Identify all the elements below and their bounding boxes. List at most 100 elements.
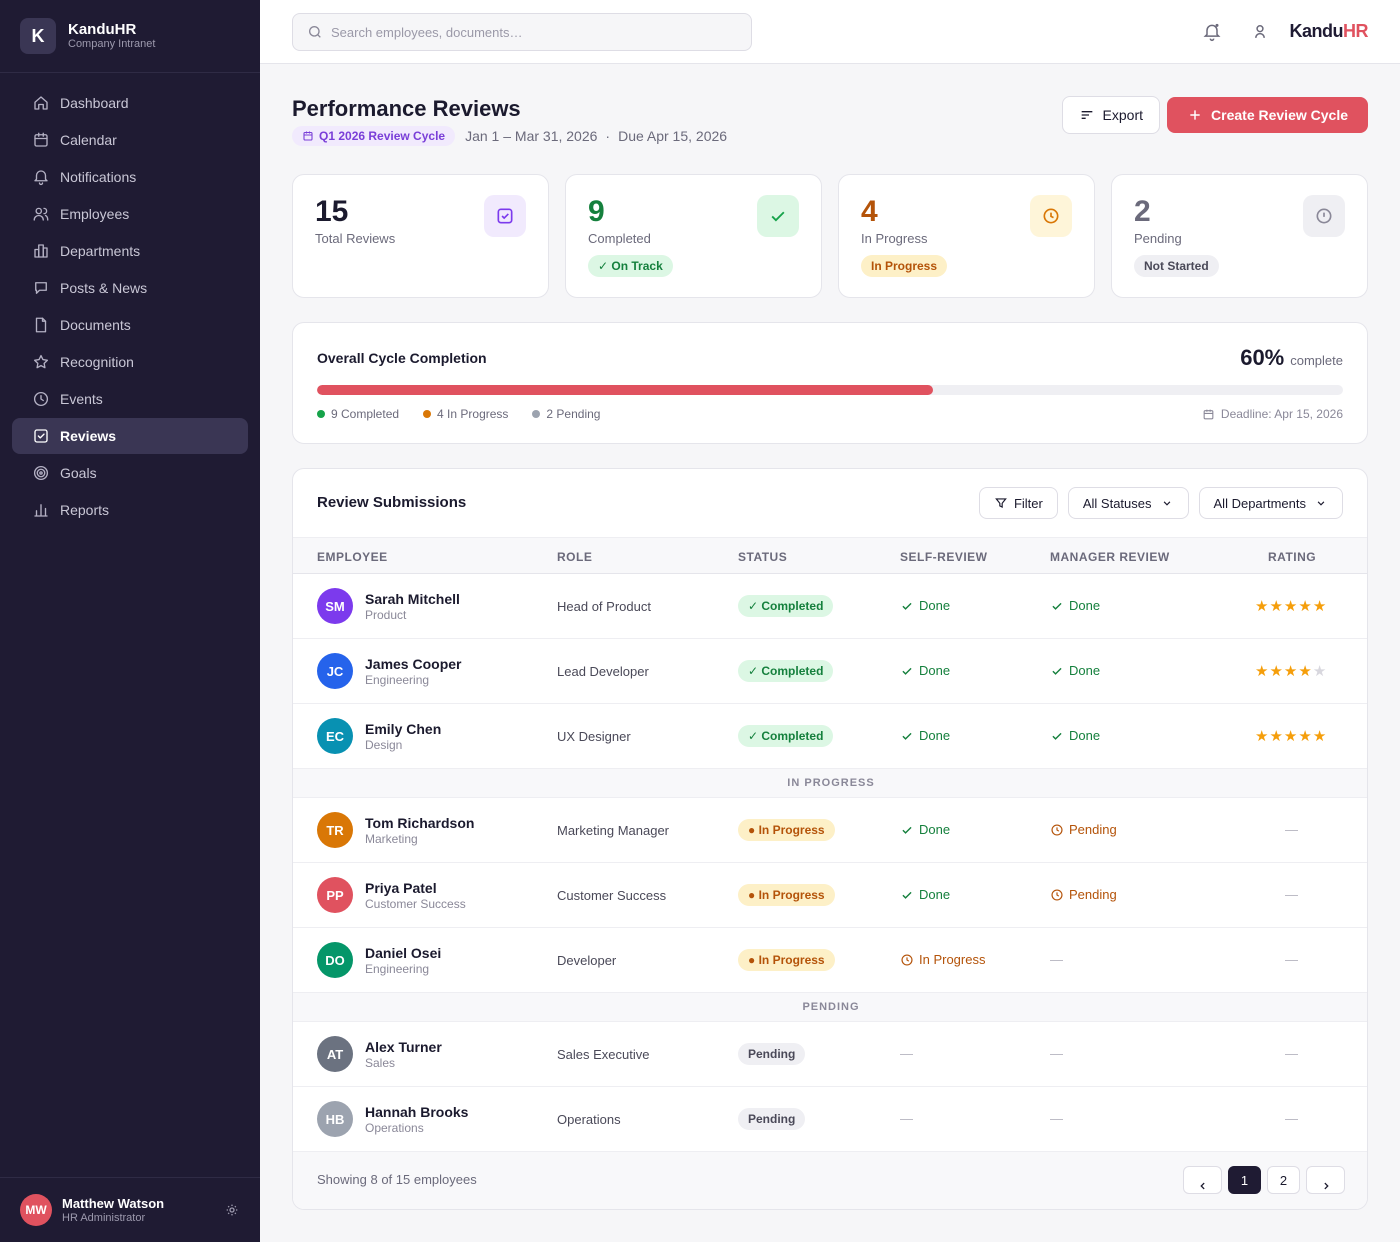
user-role: HR Administrator — [62, 1211, 146, 1224]
table-row[interactable]: PP Priya Patel Customer Success Customer Su… — [293, 863, 1367, 928]
sidebar-item-goals[interactable]: Goals — [12, 455, 248, 491]
sidebar-item-reports[interactable]: Reports — [12, 492, 248, 528]
completion-word: complete — [1290, 353, 1343, 368]
self-review-value: Done — [919, 728, 951, 743]
sidebar-item-calendar[interactable]: Calendar — [12, 122, 248, 158]
employee-role: Marketing Manager — [557, 823, 669, 838]
rating-empty: — — [1285, 1046, 1298, 1061]
status-badge: Not Started — [1134, 255, 1219, 277]
column-header-employee[interactable]: EMPLOYEE — [317, 550, 388, 564]
sidebar-item-reviews[interactable]: Reviews — [12, 418, 248, 454]
avatar: MW — [20, 1194, 52, 1226]
column-header-self-review[interactable]: SELF-REVIEW — [900, 550, 988, 564]
status-badge: ● In Progress — [738, 819, 835, 841]
employee-department: Marketing — [365, 832, 418, 846]
rating-empty: — — [1285, 887, 1298, 902]
settings-icon[interactable] — [224, 1202, 240, 1218]
status-select[interactable]: All Statuses — [1067, 487, 1189, 519]
table-row[interactable]: EC Emily Chen Design UX Designer ✓ Completed… — [293, 704, 1367, 769]
sidebar-item-posts-news[interactable]: Posts & News — [12, 270, 248, 306]
search-box[interactable] — [292, 13, 752, 51]
sidebar-item-label: Dashboard — [60, 95, 129, 111]
sidebar-item-recognition[interactable]: Recognition — [12, 344, 248, 380]
stat-card-completed: 9 Completed ✓ On Track — [565, 174, 822, 298]
export-button[interactable]: Export — [1061, 96, 1160, 134]
status-select-value: All Statuses — [1082, 495, 1152, 511]
sidebar-item-label: Documents — [60, 317, 131, 333]
star-icon — [32, 353, 50, 371]
rating-stars: ★ ★ ★ ★ ★ — [1255, 662, 1327, 680]
status-badge: ● In Progress — [738, 884, 835, 906]
table-row[interactable]: HB Hannah Brooks Operations Operations Pendi… — [293, 1087, 1367, 1152]
completion-title: Overall Cycle Completion — [317, 350, 487, 366]
next-page-button[interactable] — [1306, 1166, 1345, 1194]
stat-label: Total Reviews — [315, 231, 396, 246]
table-row[interactable]: AT Alex Turner Sales Sales Executive Pending… — [293, 1022, 1367, 1087]
employee-name[interactable]: Sarah Mitchell — [365, 591, 460, 607]
column-header-role[interactable]: ROLE — [557, 550, 593, 564]
manager-review-value: — — [1050, 1046, 1063, 1061]
deadline: Deadline: Apr 15, 2026 — [1202, 407, 1343, 421]
employee-name[interactable]: Emily Chen — [365, 721, 442, 737]
date-range: Jan 1 – Mar 31, 2026 — [465, 128, 598, 144]
column-header-manager-review[interactable]: MANAGER REVIEW — [1050, 550, 1170, 564]
stats-row: 15 Total Reviews 9 Completed ✓ On Track … — [292, 174, 1368, 298]
manager-review-value: Pending — [1069, 822, 1117, 837]
self-review-cell: Done — [900, 822, 950, 837]
sidebar-item-notifications[interactable]: Notifications — [12, 159, 248, 195]
sidebar-item-departments[interactable]: Departments — [12, 233, 248, 269]
filter-label: Filter — [1013, 495, 1043, 511]
top-brand[interactable]: KanduHR — [1290, 21, 1369, 42]
employee-name[interactable]: Daniel Osei — [365, 945, 442, 961]
employee-name[interactable]: Alex Turner — [365, 1039, 442, 1055]
user-icon[interactable] — [1250, 22, 1270, 42]
table-controls: Filter All Statuses All Departments — [969, 487, 1343, 519]
prev-page-button[interactable] — [1183, 1166, 1222, 1194]
department-select[interactable]: All Departments — [1198, 487, 1343, 519]
progress-bar — [317, 385, 1343, 395]
sort-lines-icon — [1079, 107, 1095, 123]
calendar-icon — [32, 131, 50, 149]
manager-review-cell: — — [1050, 1046, 1063, 1061]
sidebar-item-label: Reports — [60, 502, 110, 518]
filter-button[interactable]: Filter — [978, 487, 1058, 519]
self-review-value: — — [900, 1046, 913, 1061]
page-button-1[interactable]: 1 — [1228, 1166, 1261, 1194]
rating-empty: — — [1285, 822, 1298, 837]
employee-name[interactable]: Tom Richardson — [365, 815, 475, 831]
building-icon — [32, 242, 50, 260]
search-input[interactable] — [331, 24, 731, 40]
rating-star-icon: ★ — [1269, 728, 1284, 745]
employee-name[interactable]: Priya Patel — [365, 880, 437, 896]
sidebar-item-employees[interactable]: Employees — [12, 196, 248, 232]
page-button-2[interactable]: 2 — [1267, 1166, 1300, 1194]
sidebar-item-documents[interactable]: Documents — [12, 307, 248, 343]
employee-name[interactable]: Hannah Brooks — [365, 1104, 469, 1120]
brand-logo[interactable]: K — [20, 18, 56, 54]
top-brand-main: Kandu — [1289, 21, 1344, 41]
column-header-rating[interactable]: RATING — [1268, 550, 1317, 564]
cycle-badge[interactable]: Q1 2026 Review Cycle — [292, 126, 456, 146]
user-profile[interactable]: MW Matthew Watson HR Administrator — [0, 1177, 260, 1242]
check-icon — [1050, 599, 1064, 613]
table-row[interactable]: SM Sarah Mitchell Product Head of Product ✓ … — [293, 574, 1367, 639]
self-review-value: Done — [919, 887, 951, 902]
rating-stars: ★ ★ ★ ★ ★ — [1255, 597, 1327, 615]
manager-review-value: Pending — [1069, 887, 1117, 902]
create-review-cycle-button[interactable]: Create Review Cycle — [1167, 97, 1368, 133]
completion-legend: 9 Completed 4 In Progress 2 Pending — [317, 407, 624, 421]
department-select-value: All Departments — [1213, 495, 1306, 511]
employee-department: Sales — [365, 1056, 396, 1070]
table-row[interactable]: DO Daniel Osei Engineering Developer ● In Pr… — [293, 928, 1367, 993]
employee-name[interactable]: James Cooper — [365, 656, 462, 672]
check-square-icon — [484, 195, 526, 237]
bell-icon[interactable] — [1202, 22, 1222, 42]
table-row[interactable]: JC James Cooper Engineering Lead Developer ✓… — [293, 639, 1367, 704]
sidebar-item-label: Notifications — [60, 169, 137, 185]
table-row[interactable]: TR Tom Richardson Marketing Marketing Manag… — [293, 798, 1367, 863]
deadline-text: Deadline: Apr 15, 2026 — [1220, 407, 1343, 421]
column-header-status[interactable]: STATUS — [738, 550, 788, 564]
sidebar-item-dashboard[interactable]: Dashboard — [12, 85, 248, 121]
stat-value: 4 — [861, 195, 878, 228]
sidebar-item-events[interactable]: Events — [12, 381, 248, 417]
